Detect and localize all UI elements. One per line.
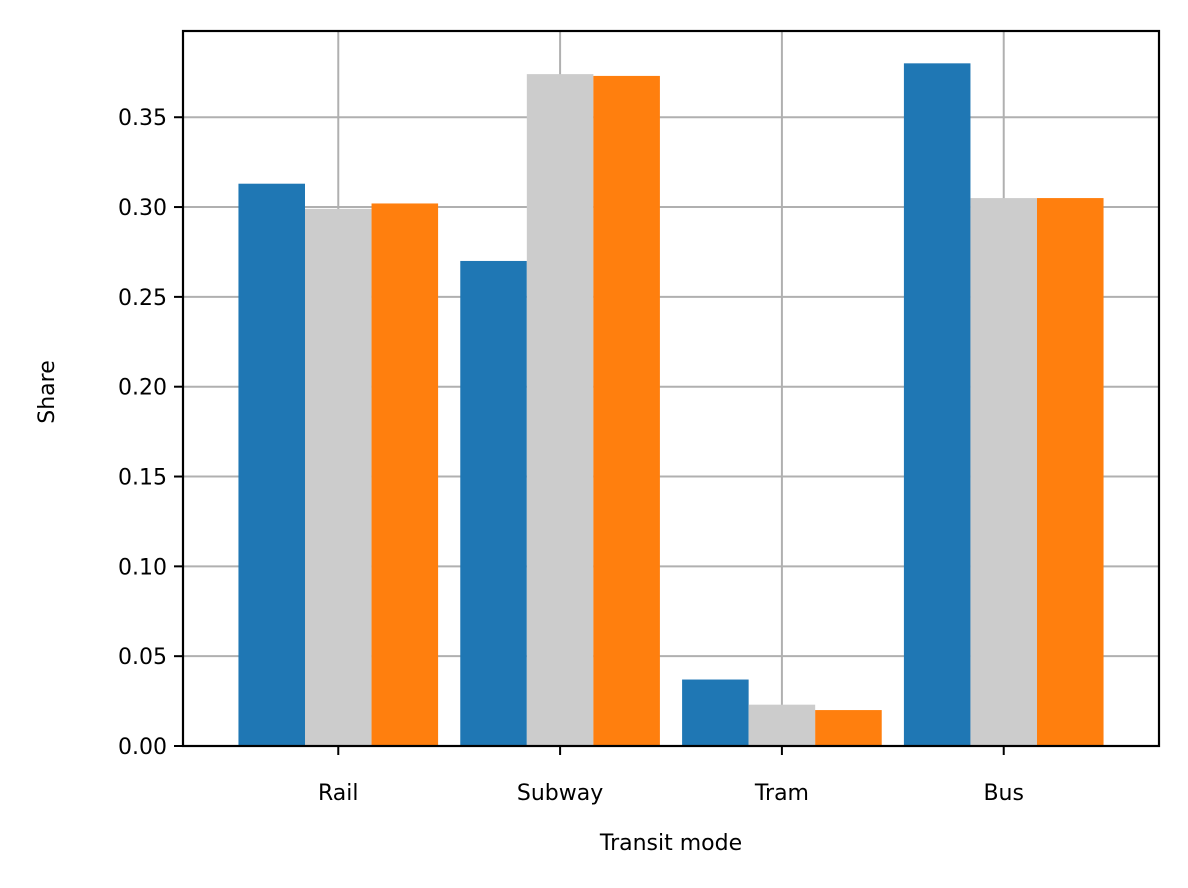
y-tick-label: 0.00 (118, 735, 167, 760)
x-tick-label: Rail (318, 781, 359, 806)
bar-subway-1 (460, 260, 527, 746)
y-tick-label: 0.35 (118, 106, 167, 131)
bar-tram-1 (682, 679, 749, 746)
bars (238, 63, 1104, 747)
bar-bus-3 (1037, 198, 1104, 746)
bar-subway-2 (526, 74, 594, 746)
bar-bus-1 (903, 63, 971, 747)
y-axis-title: Share (35, 360, 60, 424)
x-tick-label: Tram (754, 781, 809, 806)
bar-bus-2 (970, 198, 1037, 746)
bar-rail-2 (305, 208, 372, 747)
y-tick-label: 0.25 (118, 286, 167, 311)
bar-subway-3 (593, 75, 660, 747)
y-tick-label: 0.20 (118, 376, 167, 401)
y-tick-label: 0.05 (118, 645, 167, 670)
tick-labels: 0.00 0.05 0.10 0.15 0.20 0.25 0.30 0.35 Rail Subw… (118, 106, 1024, 806)
y-tick-label: 0.30 (118, 196, 167, 221)
bar-tram-2 (748, 704, 816, 746)
axes (174, 29, 1161, 755)
plot-frame (181, 29, 1161, 748)
bar-tram-3 (815, 710, 882, 746)
bar-rail-1 (238, 183, 305, 747)
x-axis-title: Transit mode (599, 831, 742, 856)
bar-rail-3 (371, 203, 439, 747)
x-tick-label: Bus (983, 781, 1024, 806)
x-tick-label: Subway (517, 781, 603, 806)
y-tick-label: 0.10 (118, 555, 167, 580)
y-tick-label: 0.15 (118, 466, 167, 491)
